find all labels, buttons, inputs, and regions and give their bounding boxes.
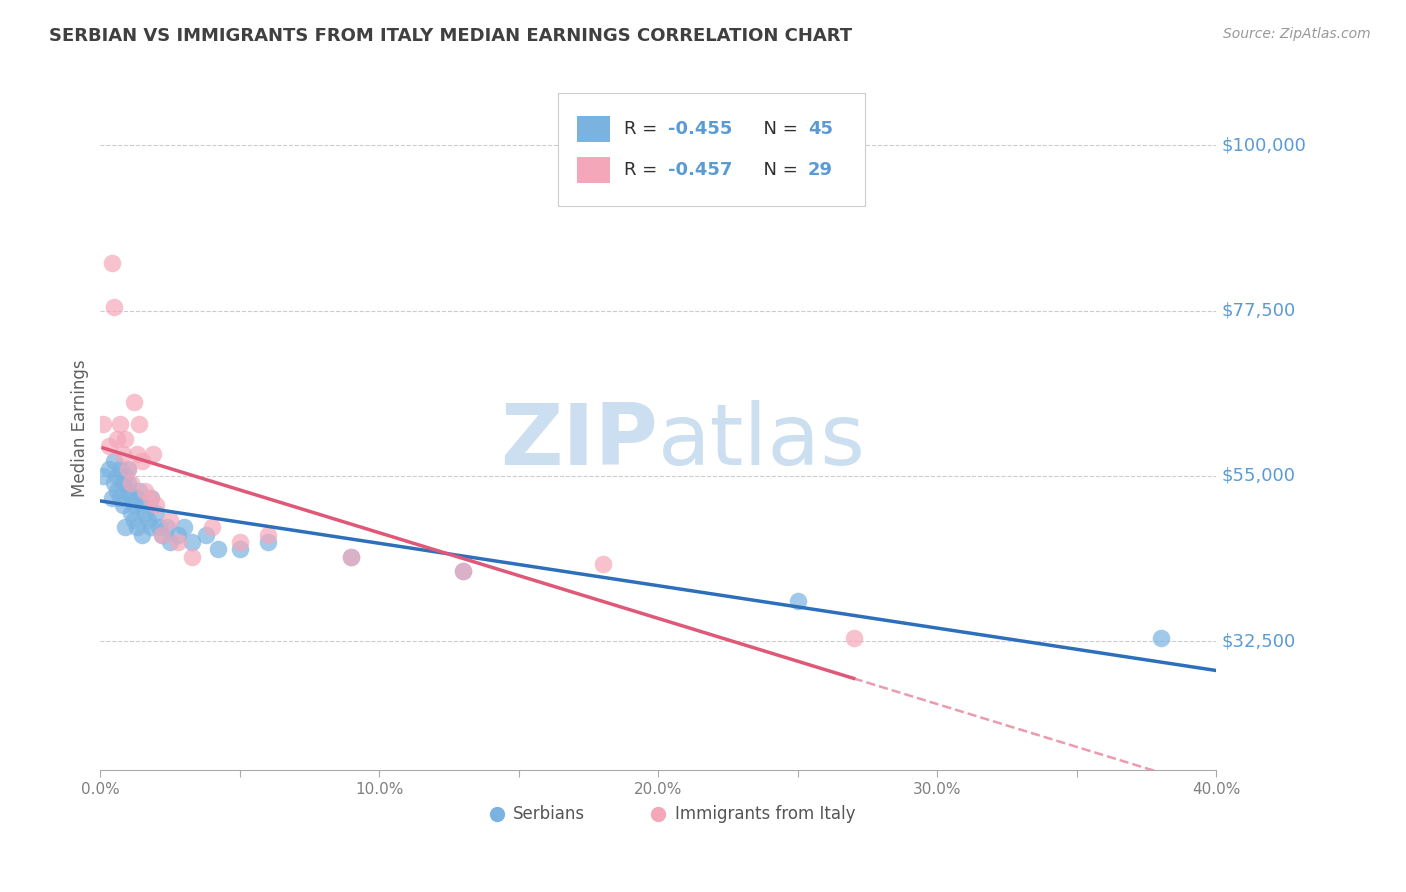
Point	[156, 520, 179, 534]
Point	[91, 468, 114, 483]
Point	[131, 527, 153, 541]
Point	[167, 535, 190, 549]
Point	[103, 454, 125, 468]
Point	[111, 498, 134, 512]
Point	[125, 520, 148, 534]
Point	[117, 461, 139, 475]
Point	[122, 498, 145, 512]
Point	[201, 520, 224, 534]
Point	[108, 491, 131, 505]
Point	[128, 483, 150, 498]
Point	[120, 491, 142, 505]
Point	[207, 542, 229, 557]
Text: 29: 29	[808, 161, 832, 179]
Text: R =: R =	[624, 161, 662, 179]
Text: 45: 45	[808, 120, 832, 138]
Point	[108, 417, 131, 432]
Point	[134, 506, 156, 520]
Point	[131, 498, 153, 512]
Point	[159, 513, 181, 527]
Point	[117, 483, 139, 498]
Point	[451, 565, 474, 579]
Point	[592, 557, 614, 571]
Point	[181, 549, 204, 564]
Point	[340, 549, 363, 564]
Point	[114, 468, 136, 483]
Point	[91, 417, 114, 432]
Point	[108, 461, 131, 475]
Point	[142, 447, 165, 461]
Text: N =: N =	[752, 161, 804, 179]
Text: -0.455: -0.455	[668, 120, 733, 138]
Point	[97, 440, 120, 454]
Point	[103, 300, 125, 314]
Text: ZIP: ZIP	[501, 401, 658, 483]
Point	[150, 527, 173, 541]
Point	[148, 520, 170, 534]
Point	[105, 468, 128, 483]
Point	[122, 395, 145, 409]
Point	[145, 506, 167, 520]
Point	[451, 565, 474, 579]
Text: $32,500: $32,500	[1222, 632, 1296, 650]
Point	[134, 483, 156, 498]
Point	[159, 535, 181, 549]
Text: -0.457: -0.457	[668, 161, 733, 179]
Point	[229, 535, 252, 549]
Point	[139, 491, 162, 505]
Point	[114, 520, 136, 534]
Point	[105, 432, 128, 446]
Point	[97, 461, 120, 475]
Point	[128, 417, 150, 432]
Point	[173, 520, 195, 534]
Point	[117, 461, 139, 475]
Point	[181, 535, 204, 549]
Point	[340, 549, 363, 564]
Text: $55,000: $55,000	[1222, 467, 1296, 485]
Text: N =: N =	[752, 120, 804, 138]
Point	[145, 498, 167, 512]
Point	[842, 631, 865, 645]
Point	[229, 542, 252, 557]
Point	[120, 506, 142, 520]
Point	[256, 527, 278, 541]
Point	[117, 476, 139, 491]
Y-axis label: Median Earnings: Median Earnings	[72, 359, 89, 497]
Text: $100,000: $100,000	[1222, 136, 1306, 154]
Point	[120, 476, 142, 491]
Point	[1149, 631, 1171, 645]
Text: Immigrants from Italy: Immigrants from Italy	[675, 805, 856, 823]
Point	[150, 527, 173, 541]
Point	[195, 527, 218, 541]
Bar	[576, 158, 610, 184]
Point	[125, 491, 148, 505]
Bar	[576, 117, 610, 143]
Point	[167, 527, 190, 541]
Point	[786, 594, 808, 608]
Point	[105, 483, 128, 498]
Text: R =: R =	[624, 120, 662, 138]
Point	[122, 513, 145, 527]
Text: Source: ZipAtlas.com: Source: ZipAtlas.com	[1223, 27, 1371, 41]
Point	[100, 256, 122, 270]
Point	[100, 491, 122, 505]
Point	[114, 432, 136, 446]
Text: SERBIAN VS IMMIGRANTS FROM ITALY MEDIAN EARNINGS CORRELATION CHART: SERBIAN VS IMMIGRANTS FROM ITALY MEDIAN …	[49, 27, 852, 45]
Point	[139, 520, 162, 534]
Point	[131, 454, 153, 468]
Point	[139, 491, 162, 505]
Point	[125, 447, 148, 461]
Point	[103, 476, 125, 491]
Text: $77,500: $77,500	[1222, 301, 1296, 319]
Point	[256, 535, 278, 549]
Point	[136, 513, 159, 527]
Point	[111, 447, 134, 461]
Text: atlas: atlas	[658, 401, 866, 483]
FancyBboxPatch shape	[558, 93, 865, 206]
Text: Serbians: Serbians	[513, 805, 585, 823]
Point	[111, 476, 134, 491]
